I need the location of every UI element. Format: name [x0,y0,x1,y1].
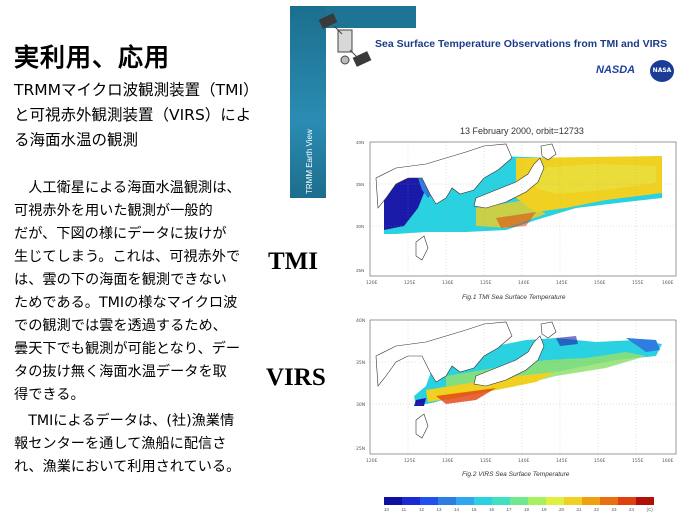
body-line-6: ためである。TMIの様なマイクロ波 [14,295,238,311]
lon-tick: 135E [480,280,492,286]
cbar-tick: 16 [489,507,495,512]
body-line-3: だが、下図の様にデータに抜けが [14,226,227,242]
lat-tick: 30N [356,402,365,408]
cbar-tick: 13 [436,507,442,512]
cbar-tick: 23 [611,507,617,512]
lon-tick: 130E [442,458,454,464]
lat-tick-30n: 30N [356,224,364,229]
lon-tick: 140E [518,458,530,464]
cbar-tick: 24 [629,507,635,512]
nasda-logo: NASDA [596,64,636,76]
banner-title: Sea Surface Temperature Observations fro… [375,38,668,50]
cbar-tick: 18 [524,507,530,512]
banner-top-bar [326,6,416,28]
lat-tick-35n: 35N [356,182,364,187]
lon-tick: 160E [662,280,674,286]
label-virs: VIRS [266,364,326,391]
body-line-9: タの抜け無く海面水温データを取 [14,364,227,380]
cbar-tick: 22 [594,507,600,512]
nasa-logo: NASA [650,60,674,82]
subtitle-line-3: る海面水温の観測 [14,131,139,149]
slide-title: 実利用、応用 [14,43,171,72]
virs-sst-map: 40N 35N 30N 25N 120E 125E 130E 135E 140E… [356,318,677,464]
body-line-7: での観測では雲を透過するため、 [14,318,227,334]
strip-label: TRMM Earth View [305,129,314,194]
body-line-11: TMIによるデータは、(社)漁業情 [14,413,235,429]
tmi-sst-map: 40N 35N 30N 25N 120E 125E 130E 135E 140E… [356,140,677,286]
banner-side-strip [290,6,326,198]
body-line-4: 生じてしまう。これは、可視赤外で [14,249,241,265]
body-line-1: 人工衛星による海面水温観測は、 [14,180,241,196]
lon-tick: 155E [632,280,644,286]
lat-tick: 35N [356,360,365,366]
fig1-caption: Fig.1 TMI Sea Surface Temperature [462,294,566,301]
body-line-8: 曇天下でも観測が可能となり、デー [14,341,241,357]
body-line-13: れ、漁業において利用されている。 [14,459,241,475]
lon-tick: 155E [632,458,644,464]
lat-tick-40n: 40N [356,140,364,145]
cbar-tick: 20 [559,507,565,512]
satellite-icon [318,13,372,67]
lat-tick: 40N [356,318,365,324]
subtitle-line-2: と可視赤外観測装置（VIRS）によ [14,106,252,124]
cbar-tick: 17 [506,507,512,512]
sst-colorbar [384,497,654,505]
cbar-tick: 11 [401,507,407,512]
label-tmi: TMI [268,248,318,275]
cbar-tick: 15 [471,507,477,512]
lon-tick: 145E [556,458,568,464]
lon-tick: 130E [442,280,454,286]
lon-tick: 140E [518,280,530,286]
body-line-2: 可視赤外を用いた観測が一般的 [14,203,213,219]
map-date-line: 13 February 2000, orbit=12733 [460,126,584,136]
strip-label-text: TRMM Earth View [305,129,314,194]
cbar-tick: 21 [576,507,582,512]
cbar-tick: 19 [541,507,547,512]
subtitle-line-1: TRMMマイクロ波観測装置（TMI） [14,81,259,99]
lat-tick-25n: 25N [356,268,364,273]
body-line-5: は、雲の下の海面を観測できない [14,272,227,288]
lon-tick: 135E [480,458,492,464]
cbar-tick: 14 [454,507,460,512]
lon-tick: 120E [366,280,378,286]
body-line-12: 報センターを通して漁船に配信さ [14,436,227,452]
lon-tick: 125E [404,280,416,286]
lon-tick: 120E [366,458,378,464]
lon-tick: 145E [556,280,568,286]
fig2-caption: Fig.2 VIRS Sea Surface Temperature [462,471,570,478]
lon-tick: 160E [662,458,674,464]
cbar-tick: (C) [646,507,653,512]
lon-tick: 125E [404,458,416,464]
cbar-tick: 10 [384,507,390,512]
lon-tick: 150E [594,280,606,286]
colorbar-ticks: 10 11 12 13 14 15 16 17 18 19 20 21 22 2… [384,507,664,512]
body-line-10: 得できる。 [14,387,85,403]
lat-tick: 25N [356,446,365,452]
lon-tick: 150E [594,458,606,464]
cbar-tick: 12 [419,507,425,512]
